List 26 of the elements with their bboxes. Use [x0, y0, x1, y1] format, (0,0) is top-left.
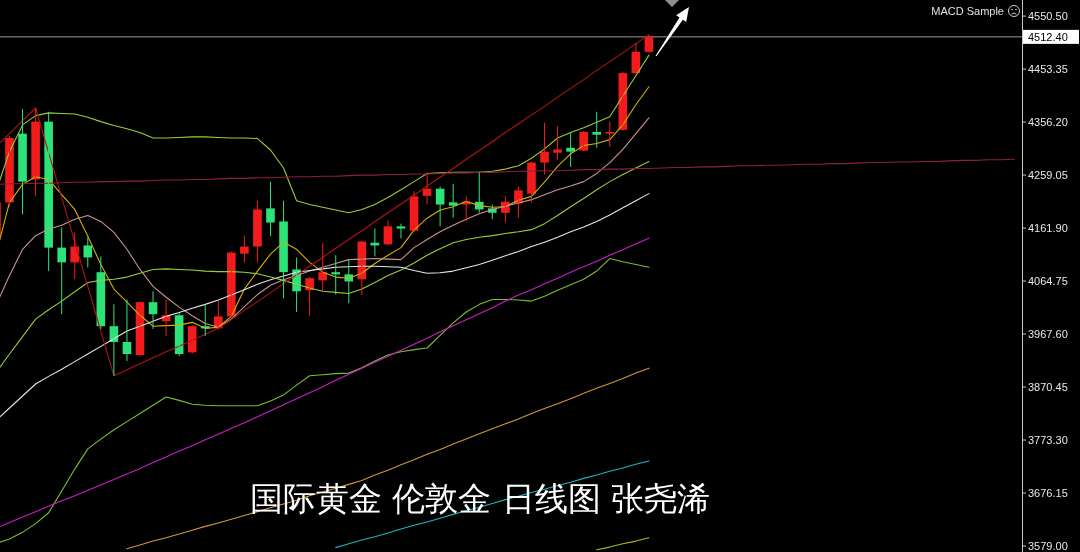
candlestick: [605, 121, 615, 148]
candlestick: [592, 111, 602, 149]
y-tick-label: 3579.00: [1028, 540, 1068, 552]
y-tick-label: 3967.60: [1028, 328, 1068, 341]
y-tick-label: 4550.50: [1028, 10, 1068, 23]
y-tick-label: 4161.90: [1028, 222, 1068, 235]
y-tick-label: 4259.05: [1028, 169, 1068, 182]
candlestick: [553, 125, 562, 161]
candlestick: [266, 181, 275, 237]
candlestick: [540, 122, 549, 176]
ref-line-label: 4512.40: [1028, 30, 1068, 43]
y-tick-label: 3870.45: [1028, 381, 1068, 394]
y-tick-label: 3676.15: [1028, 487, 1068, 500]
candlestick: [396, 223, 406, 239]
candlestick: [240, 235, 249, 263]
candlestick: [566, 131, 575, 168]
candlestick: [279, 200, 288, 299]
y-tick-label: 4356.20: [1028, 116, 1068, 129]
y-tick-label: 4453.35: [1028, 63, 1068, 76]
candlestick: [83, 236, 93, 268]
candlestick: [253, 200, 262, 263]
y-tick-label: 4064.75: [1028, 275, 1068, 288]
annotation: MACD Sample: [931, 5, 1004, 17]
candlestick: [18, 108, 27, 215]
y-tick-label: 3773.30: [1028, 434, 1068, 447]
line-series: [596, 537, 650, 551]
